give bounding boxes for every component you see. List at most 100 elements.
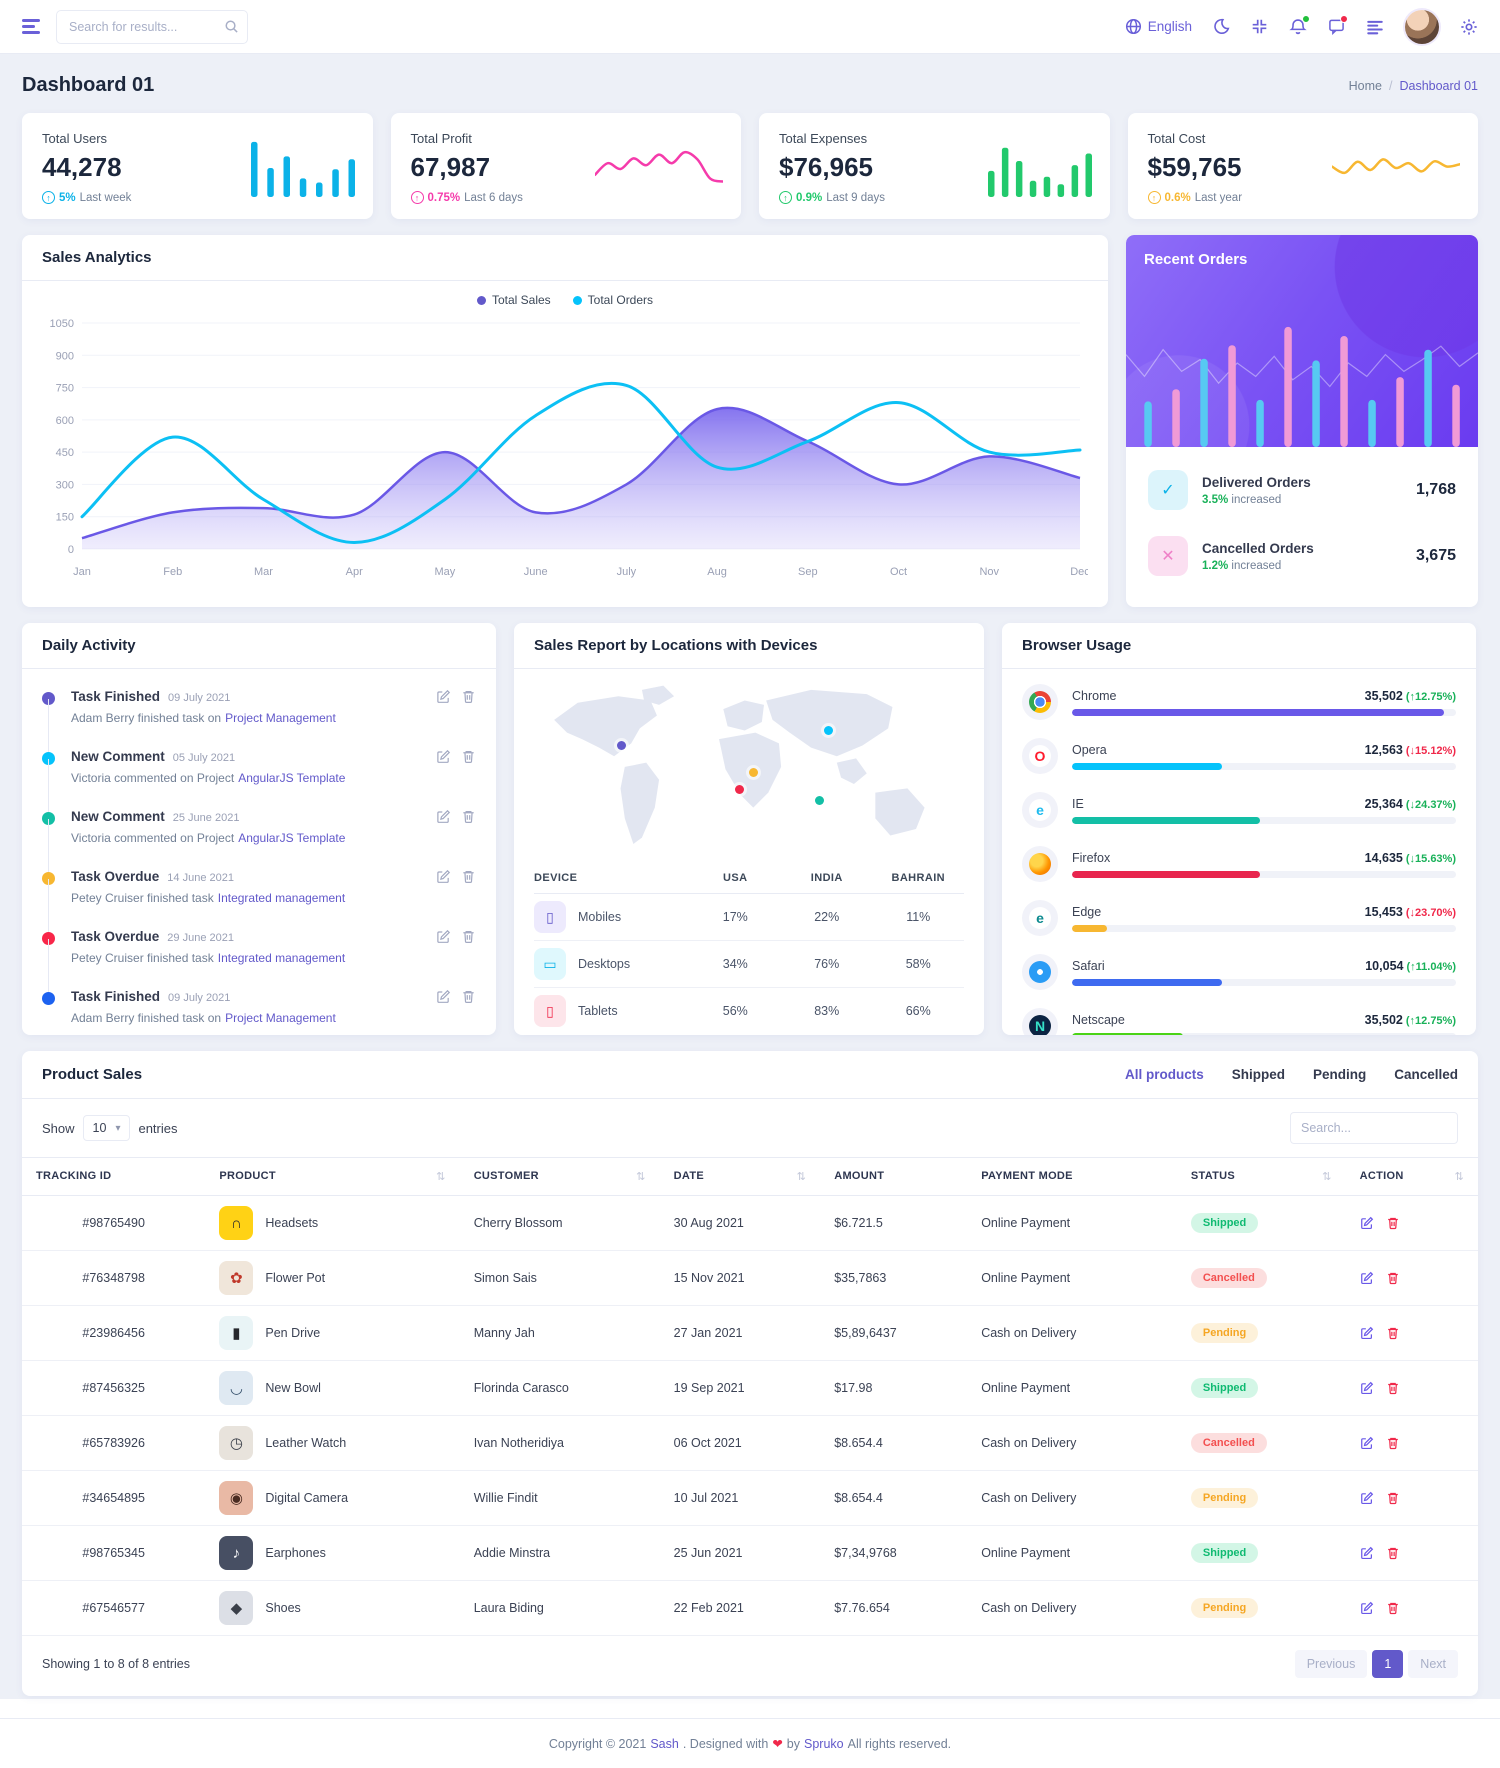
activity-link[interactable]: Integrated management	[217, 951, 346, 965]
settings-button[interactable]	[1460, 18, 1478, 36]
table-row[interactable]: #98765345 ♪ Earphones Addie Minstra 25 J…	[22, 1525, 1478, 1581]
activity-link[interactable]: Project Management	[225, 711, 336, 725]
notifications-button[interactable]	[1289, 14, 1310, 36]
svg-text:900: 900	[56, 350, 74, 362]
edit-icon[interactable]	[1360, 1381, 1374, 1395]
dark-mode-toggle[interactable]	[1213, 18, 1230, 35]
table-row[interactable]: #98765490 ∩ Headsets Cherry Blossom 30 A…	[22, 1195, 1478, 1251]
trash-icon[interactable]	[1386, 1491, 1400, 1505]
search-icon[interactable]	[224, 19, 239, 34]
map-location-dot[interactable]	[617, 741, 627, 751]
edit-icon[interactable]	[1360, 1216, 1374, 1230]
table-header-cell[interactable]: CUSTOMER ⇅	[459, 1157, 660, 1196]
designer-link[interactable]: Spruko	[804, 1736, 844, 1751]
table-row[interactable]: #67546577 ◆ Shoes Laura Biding 22 Feb 20…	[22, 1580, 1478, 1636]
trash-icon[interactable]	[1386, 1381, 1400, 1395]
map-location-dot[interactable]	[824, 726, 834, 735]
sort-icon[interactable]: ⇅	[436, 1171, 446, 1183]
edit-icon[interactable]	[1360, 1271, 1374, 1285]
brand-link[interactable]: Sash	[650, 1736, 679, 1751]
stat-value: $76,965	[779, 152, 873, 182]
browser-bar-fill	[1072, 870, 1261, 878]
order-amount: $7.76.654	[820, 1580, 968, 1636]
map-location-dot[interactable]	[814, 796, 824, 806]
sort-icon[interactable]: ⇅	[1322, 1171, 1332, 1183]
trash-icon[interactable]	[1386, 1271, 1400, 1285]
trash-icon[interactable]	[1386, 1601, 1400, 1615]
status-badge: Cancelled	[1190, 1433, 1267, 1453]
edit-icon[interactable]	[436, 869, 451, 905]
table-row[interactable]: #34654895 ◉ Digital Camera Willie Findit…	[22, 1470, 1478, 1526]
edit-icon[interactable]	[1360, 1436, 1374, 1450]
sidebar-toggle-icon[interactable]	[22, 19, 42, 34]
table-header-cell[interactable]: ACTION ⇅	[1345, 1157, 1478, 1196]
entries-select[interactable]: 10 ▾	[82, 1115, 131, 1141]
sort-icon[interactable]: ⇅	[1454, 1171, 1464, 1183]
edit-icon[interactable]	[436, 809, 451, 845]
trash-icon[interactable]	[461, 689, 476, 725]
column-label: CUSTOMER	[473, 1170, 539, 1182]
trash-icon[interactable]	[1386, 1216, 1400, 1230]
table-header-cell[interactable]: PRODUCT ⇅	[205, 1157, 460, 1196]
stat-label: Total Cost	[1147, 131, 1206, 146]
edit-icon[interactable]	[436, 989, 451, 1025]
browser-delta: (↓23.70%)	[1405, 906, 1456, 919]
trash-icon[interactable]	[461, 869, 476, 905]
breadcrumb-home[interactable]: Home	[1348, 78, 1382, 93]
page-title: Dashboard 01	[22, 74, 155, 96]
table-header-cell[interactable]: DATE ⇅	[659, 1157, 821, 1196]
user-avatar[interactable]	[1405, 9, 1439, 44]
activity-link[interactable]: Integrated management	[217, 891, 346, 905]
status-badge: Pending	[1190, 1598, 1259, 1618]
page-number-button[interactable]: 1	[1372, 1650, 1404, 1678]
sort-icon[interactable]: ⇅	[636, 1171, 646, 1183]
edit-icon[interactable]	[436, 929, 451, 965]
trash-icon[interactable]	[461, 929, 476, 965]
table-header-cell[interactable]: TRACKING ID ⇅	[22, 1157, 206, 1196]
trash-icon[interactable]	[461, 809, 476, 845]
map-location-dot[interactable]	[749, 767, 758, 777]
fullscreen-button[interactable]	[1251, 18, 1268, 35]
language-switcher[interactable]: English	[1125, 18, 1192, 35]
table-row[interactable]: #65783926 ◷ Leather Watch Ivan Notheridi…	[22, 1415, 1478, 1471]
product-sales-tab[interactable]: Cancelled	[1394, 1067, 1458, 1082]
stat-delta: ↑ 0.6% Last year	[1147, 191, 1459, 204]
map-location-dot[interactable]	[734, 784, 744, 794]
product-name: Shoes	[265, 1601, 301, 1615]
trash-icon[interactable]	[1386, 1546, 1400, 1560]
edit-icon[interactable]	[1360, 1601, 1374, 1615]
table-row[interactable]: #23986456 ▮ Pen Drive Manny Jah 27 Jan 2…	[22, 1305, 1478, 1361]
daily-activity-title: Daily Activity	[22, 623, 496, 669]
activity-sidebar-button[interactable]	[1366, 18, 1384, 36]
table-row[interactable]: #87456325 ◡ New Bowl Florinda Carasco 19…	[22, 1360, 1478, 1416]
product-sales-tab[interactable]: Pending	[1312, 1067, 1367, 1082]
edit-icon[interactable]	[1360, 1491, 1374, 1505]
device-india-pct: 83%	[814, 1004, 840, 1018]
sort-icon[interactable]: ⇅	[796, 1171, 807, 1183]
table-row[interactable]: #76348798 ✿ Flower Pot Simon Sais 15 Nov…	[22, 1250, 1478, 1306]
trash-icon[interactable]	[1386, 1326, 1400, 1340]
messages-button[interactable]	[1328, 15, 1348, 35]
trash-icon[interactable]	[461, 749, 476, 785]
activity-link[interactable]: AngularJS Template	[238, 831, 346, 845]
edit-icon[interactable]	[436, 689, 451, 725]
svg-text:600: 600	[56, 415, 74, 427]
table-search-input[interactable]	[1290, 1112, 1458, 1144]
activity-link[interactable]: Project Management	[225, 1011, 336, 1025]
trash-icon[interactable]	[461, 989, 476, 1025]
trash-icon[interactable]	[1386, 1436, 1400, 1450]
table-header-cell[interactable]: PAYMENT MODE ⇅	[967, 1157, 1177, 1196]
activity-link[interactable]: AngularJS Template	[238, 771, 346, 785]
activity-item: New Comment 25 June 2021 Victoria commen…	[42, 797, 476, 873]
next-page-button[interactable]: Next	[1408, 1650, 1458, 1678]
product-sales-tab[interactable]: Shipped	[1231, 1067, 1285, 1082]
table-header-cell[interactable]: AMOUNT ⇅	[820, 1157, 968, 1196]
edit-icon[interactable]	[1360, 1546, 1374, 1560]
product-sales-tab[interactable]: All products	[1124, 1067, 1204, 1082]
search-input[interactable]	[56, 9, 248, 44]
edit-icon[interactable]	[436, 749, 451, 785]
table-header-cell[interactable]: STATUS ⇅	[1176, 1157, 1346, 1196]
edit-icon[interactable]	[1360, 1326, 1374, 1340]
previous-page-button[interactable]: Previous	[1294, 1650, 1368, 1678]
column-label: STATUS	[1190, 1170, 1236, 1182]
